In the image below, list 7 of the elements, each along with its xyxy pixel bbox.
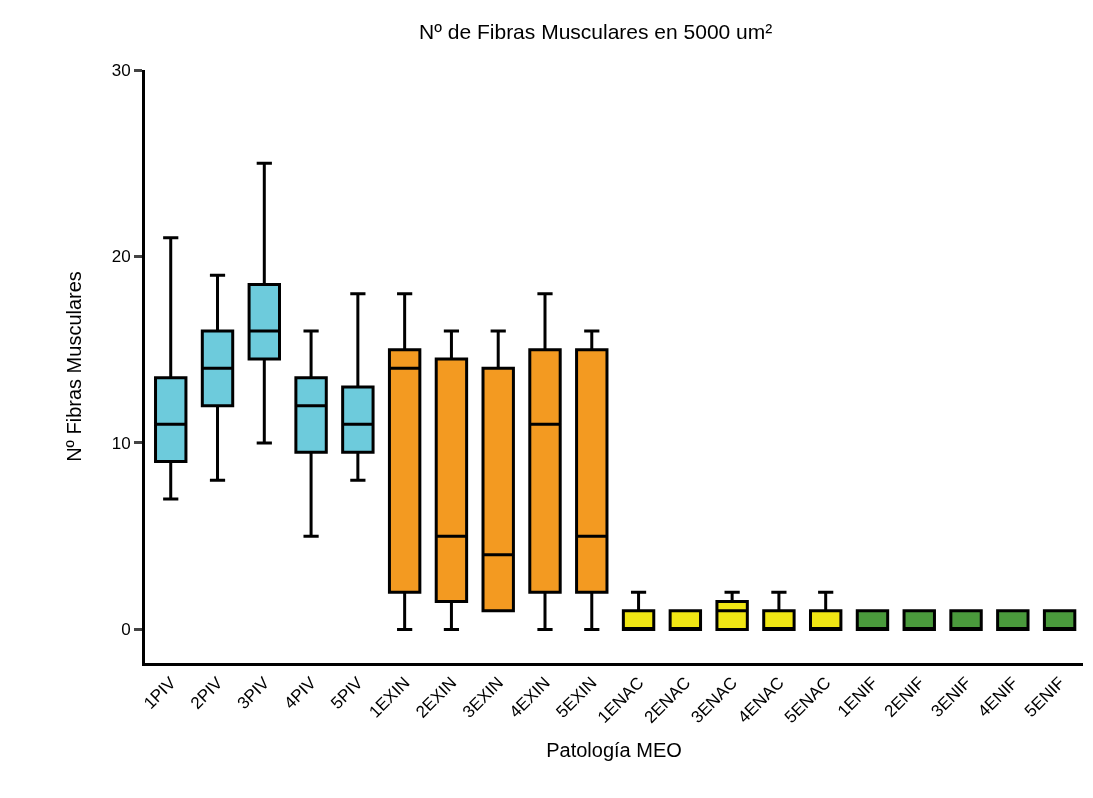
y-tick-label: 30 bbox=[111, 60, 131, 80]
chart-title: Nº de Fibras Musculares en 5000 um² bbox=[419, 19, 773, 43]
y-tick-label: 0 bbox=[121, 620, 131, 640]
y-tick-label: 20 bbox=[111, 247, 131, 267]
y-tick-label: 10 bbox=[111, 433, 131, 453]
x-axis-title: Patología MEO bbox=[546, 739, 682, 762]
y-axis-title: Nº Fibras Musculares bbox=[63, 271, 86, 462]
